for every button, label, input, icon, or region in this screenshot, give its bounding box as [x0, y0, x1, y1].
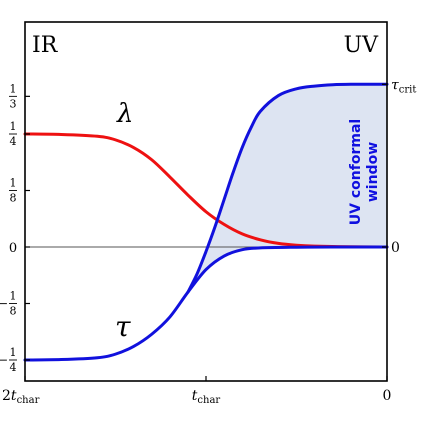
y-tick-label-right-0: τcrit	[391, 77, 416, 95]
y-tick-den-4: 8	[10, 305, 17, 318]
x-tick-label-0: 2tchar	[2, 388, 40, 406]
y-tick-label-left-3: 0	[9, 241, 17, 256]
y-tick-sign-5: −	[0, 353, 8, 367]
series-layer	[23, 82, 389, 362]
lambda-curve	[23, 132, 389, 249]
corner-label-ir: IR	[32, 33, 59, 58]
y-tick-den-1: 4	[10, 135, 17, 148]
series-label-tau: τ	[115, 310, 131, 343]
y-tick-den-2: 8	[10, 192, 17, 205]
y-tick-num-0: 1	[10, 82, 17, 95]
y-tick-den-0: 3	[10, 97, 17, 110]
y-tick-num-5: 1	[10, 346, 17, 359]
uv-window-band	[187, 84, 387, 293]
y-tick-sign-4: −	[0, 297, 8, 311]
x-tick-label-1: tchar	[192, 388, 221, 406]
band-label-line2: window	[365, 142, 381, 202]
series-label-lambda: λ	[116, 99, 133, 129]
corner-label-uv: UV	[344, 33, 380, 58]
y-tick-label-right-1: 0	[391, 240, 400, 256]
y-tick-num-2: 1	[10, 177, 17, 190]
band-label-line1: UV conformal	[348, 119, 364, 225]
x-tick-label-2: 0	[383, 388, 392, 404]
tau-upper-branch-curve	[186, 82, 389, 294]
y-tick-den-5: 4	[10, 361, 17, 374]
y-tick-num-4: 1	[10, 290, 17, 303]
y-tick-num-1: 1	[10, 120, 17, 133]
